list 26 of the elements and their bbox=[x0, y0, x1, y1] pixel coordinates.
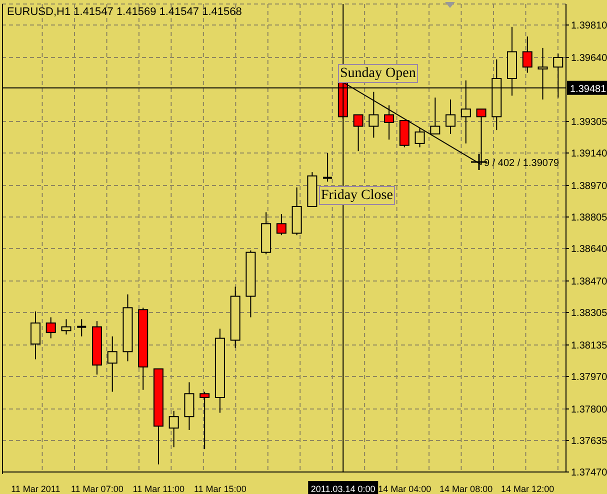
y-tick-label: 1.37800 bbox=[571, 404, 607, 416]
y-tick-label: 1.38640 bbox=[571, 244, 607, 256]
y-tick-label: 1.37970 bbox=[571, 372, 607, 384]
x-tick-label: 11 Mar 07:00 bbox=[70, 484, 124, 494]
x-tick-label: 2011.03.14 0:00 bbox=[310, 484, 376, 494]
y-tick-label: 1.37635 bbox=[571, 436, 607, 448]
y-tick-label: 1.38970 bbox=[571, 181, 607, 192]
y-tick-label: 1.38305 bbox=[571, 308, 607, 320]
y-tick-label: 1.38470 bbox=[571, 276, 607, 288]
x-tick-label: 11 Mar 15:00 bbox=[194, 484, 246, 494]
ref-line-label: 1.39481 bbox=[570, 84, 607, 95]
y-tick-label: 1.38805 bbox=[571, 212, 607, 224]
x-tick-label: 14 Mar 08:00 bbox=[440, 484, 493, 494]
y-tick-label: 1.39640 bbox=[571, 53, 607, 64]
x-tick-label: 14 Mar 12:00 bbox=[501, 484, 554, 494]
y-tick-label: 1.39810 bbox=[571, 20, 607, 32]
y-tick-label: 1.39305 bbox=[571, 117, 607, 128]
y-tick-label: 1.37470 bbox=[571, 468, 607, 479]
annotation: Sunday Open bbox=[338, 64, 418, 83]
x-tick-label: 11 Mar 2011 bbox=[11, 484, 60, 494]
y-tick-label: 1.38135 bbox=[571, 340, 607, 352]
annotation: Friday Close bbox=[319, 186, 395, 205]
y-tick-label: 1.39140 bbox=[571, 148, 607, 160]
x-tick-label: 14 Mar 04:00 bbox=[378, 484, 432, 494]
chart-title: EURUSD,H1 1.41547 1.41569 1.41547 1.41568 bbox=[7, 6, 242, 18]
x-tick-label: 11 Mar 11:00 bbox=[132, 484, 185, 494]
